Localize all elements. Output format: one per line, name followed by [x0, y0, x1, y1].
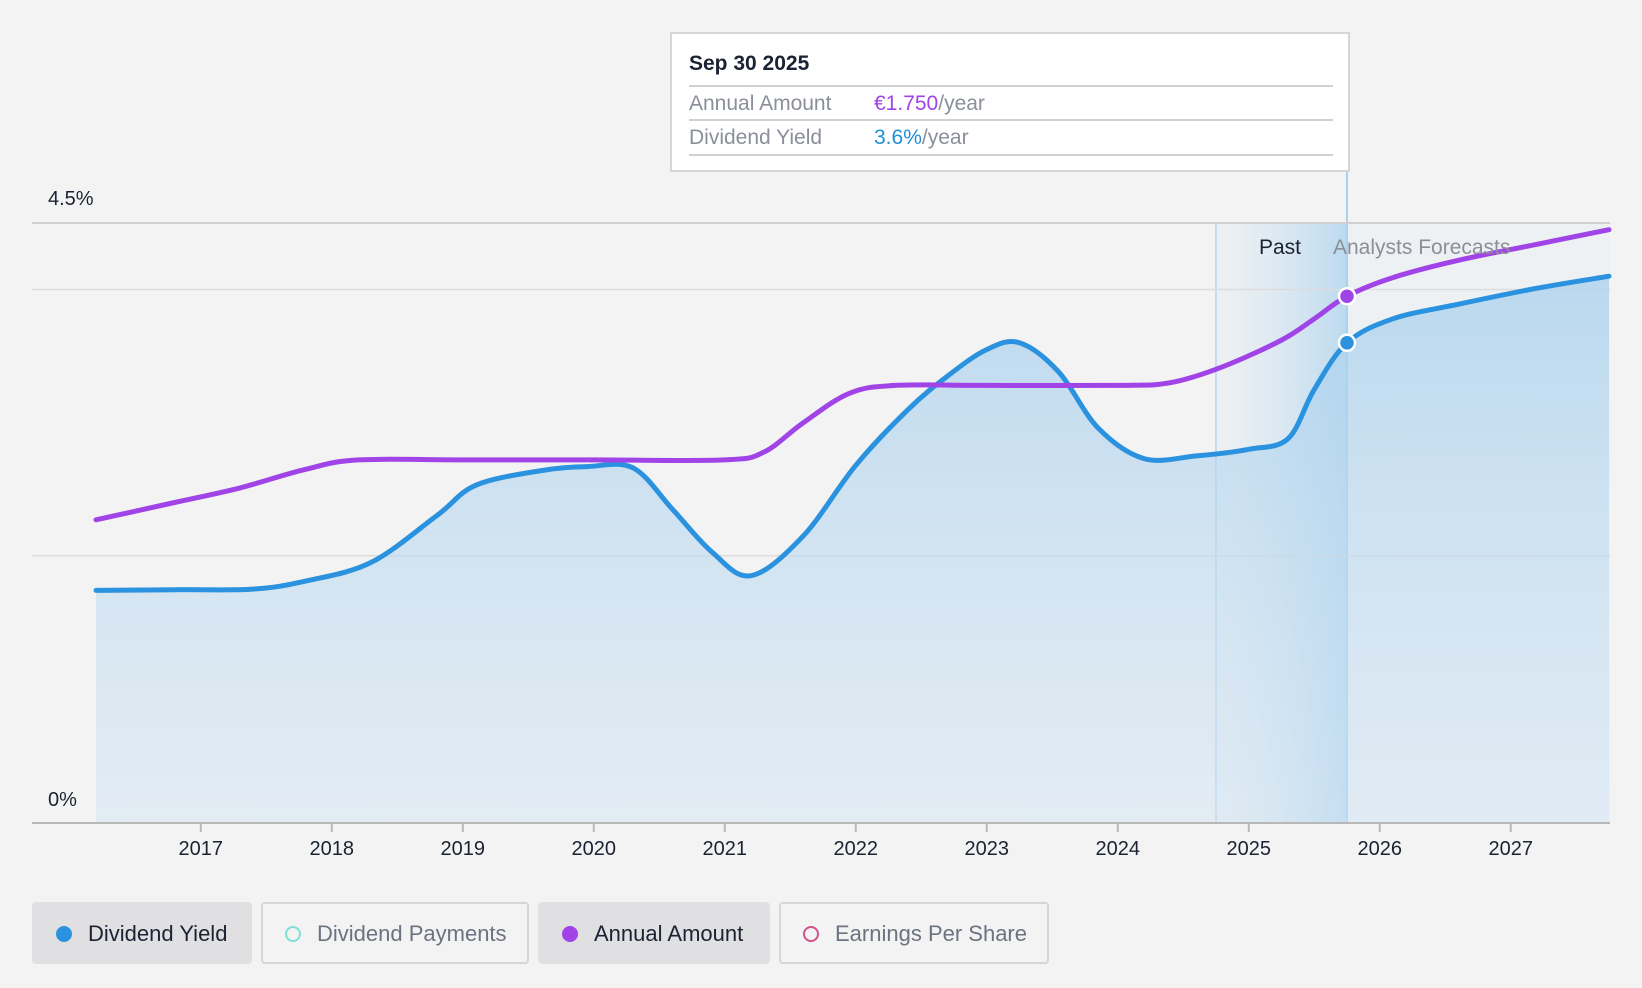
legend-annual-amount-label: Annual Amount: [594, 921, 744, 946]
hover-markers: [1337, 286, 1357, 353]
dividend-yield-area: [96, 276, 1609, 822]
marker-1: [1337, 333, 1357, 353]
tooltip-row-annual-amount: Annual Amount €1.750/year: [689, 85, 1333, 120]
dividend-payments-dot-icon: [285, 926, 301, 942]
x-tick-label-2017: 2017: [179, 838, 224, 860]
area-0: [96, 276, 1609, 822]
tooltip-dividend-yield-label: Dividend Yield: [689, 126, 823, 149]
x-tick-label-2025: 2025: [1227, 838, 1272, 860]
legend-dividend-payments-label: Dividend Payments: [317, 921, 507, 946]
forecast-zone-label: Analysts Forecasts: [1333, 236, 1510, 259]
hover-tooltip: Sep 30 2025 Annual Amount €1.750/year Di…: [670, 32, 1350, 172]
x-tick-label-2022: 2022: [834, 838, 879, 860]
tooltip-annual-amount-unit: /year: [938, 92, 985, 115]
x-tick-label-2020: 2020: [572, 838, 617, 860]
tooltip-row-dividend-yield: Dividend Yield 3.6%/year: [689, 119, 1333, 156]
legend-earnings-per-share-label: Earnings Per Share: [835, 921, 1027, 946]
x-axis: 2017 2018 2019 2020 2021 2022 2023 2024 2025 2026…: [32, 822, 1610, 860]
x-tick-label-2023: 2023: [965, 838, 1010, 860]
legend-earnings-per-share-button[interactable]: Earnings Per Share: [779, 902, 1049, 964]
tooltip-annual-amount-label: Annual Amount: [689, 92, 832, 115]
past-zone-label: Past: [1259, 236, 1301, 259]
x-tick-label-2019: 2019: [441, 838, 486, 860]
tooltip-date: Sep 30 2025: [689, 52, 810, 75]
tooltip-annual-amount-value: €1.750: [874, 92, 939, 115]
dividend-yield-dot-icon: [56, 926, 72, 942]
x-tick-label-2027: 2027: [1489, 838, 1534, 860]
x-tick-label-2026: 2026: [1358, 838, 1403, 860]
earnings-per-share-dot-icon: [803, 926, 819, 942]
x-tick-label-2021: 2021: [703, 838, 748, 860]
legend-dividend-yield-label: Dividend Yield: [88, 921, 228, 946]
y-axis-top-label: 4.5%: [48, 188, 94, 210]
legend-dividend-payments-button[interactable]: Dividend Payments: [261, 902, 529, 964]
annual-amount-dot-icon: [562, 926, 578, 942]
legend-dividend-yield-button[interactable]: Dividend Yield: [32, 902, 252, 964]
y-axis-bottom-label: 0%: [48, 789, 77, 811]
series-line-dividend-yield: [93, 273, 1612, 593]
x-tick-label-2018: 2018: [310, 838, 355, 860]
legend-annual-amount-button[interactable]: Annual Amount: [538, 902, 770, 964]
x-tick-label-2024: 2024: [1096, 838, 1141, 860]
tooltip-dividend-yield-value: 3.6%: [874, 126, 922, 149]
tooltip-dividend-yield-unit: /year: [921, 126, 969, 149]
marker-0: [1337, 286, 1357, 306]
